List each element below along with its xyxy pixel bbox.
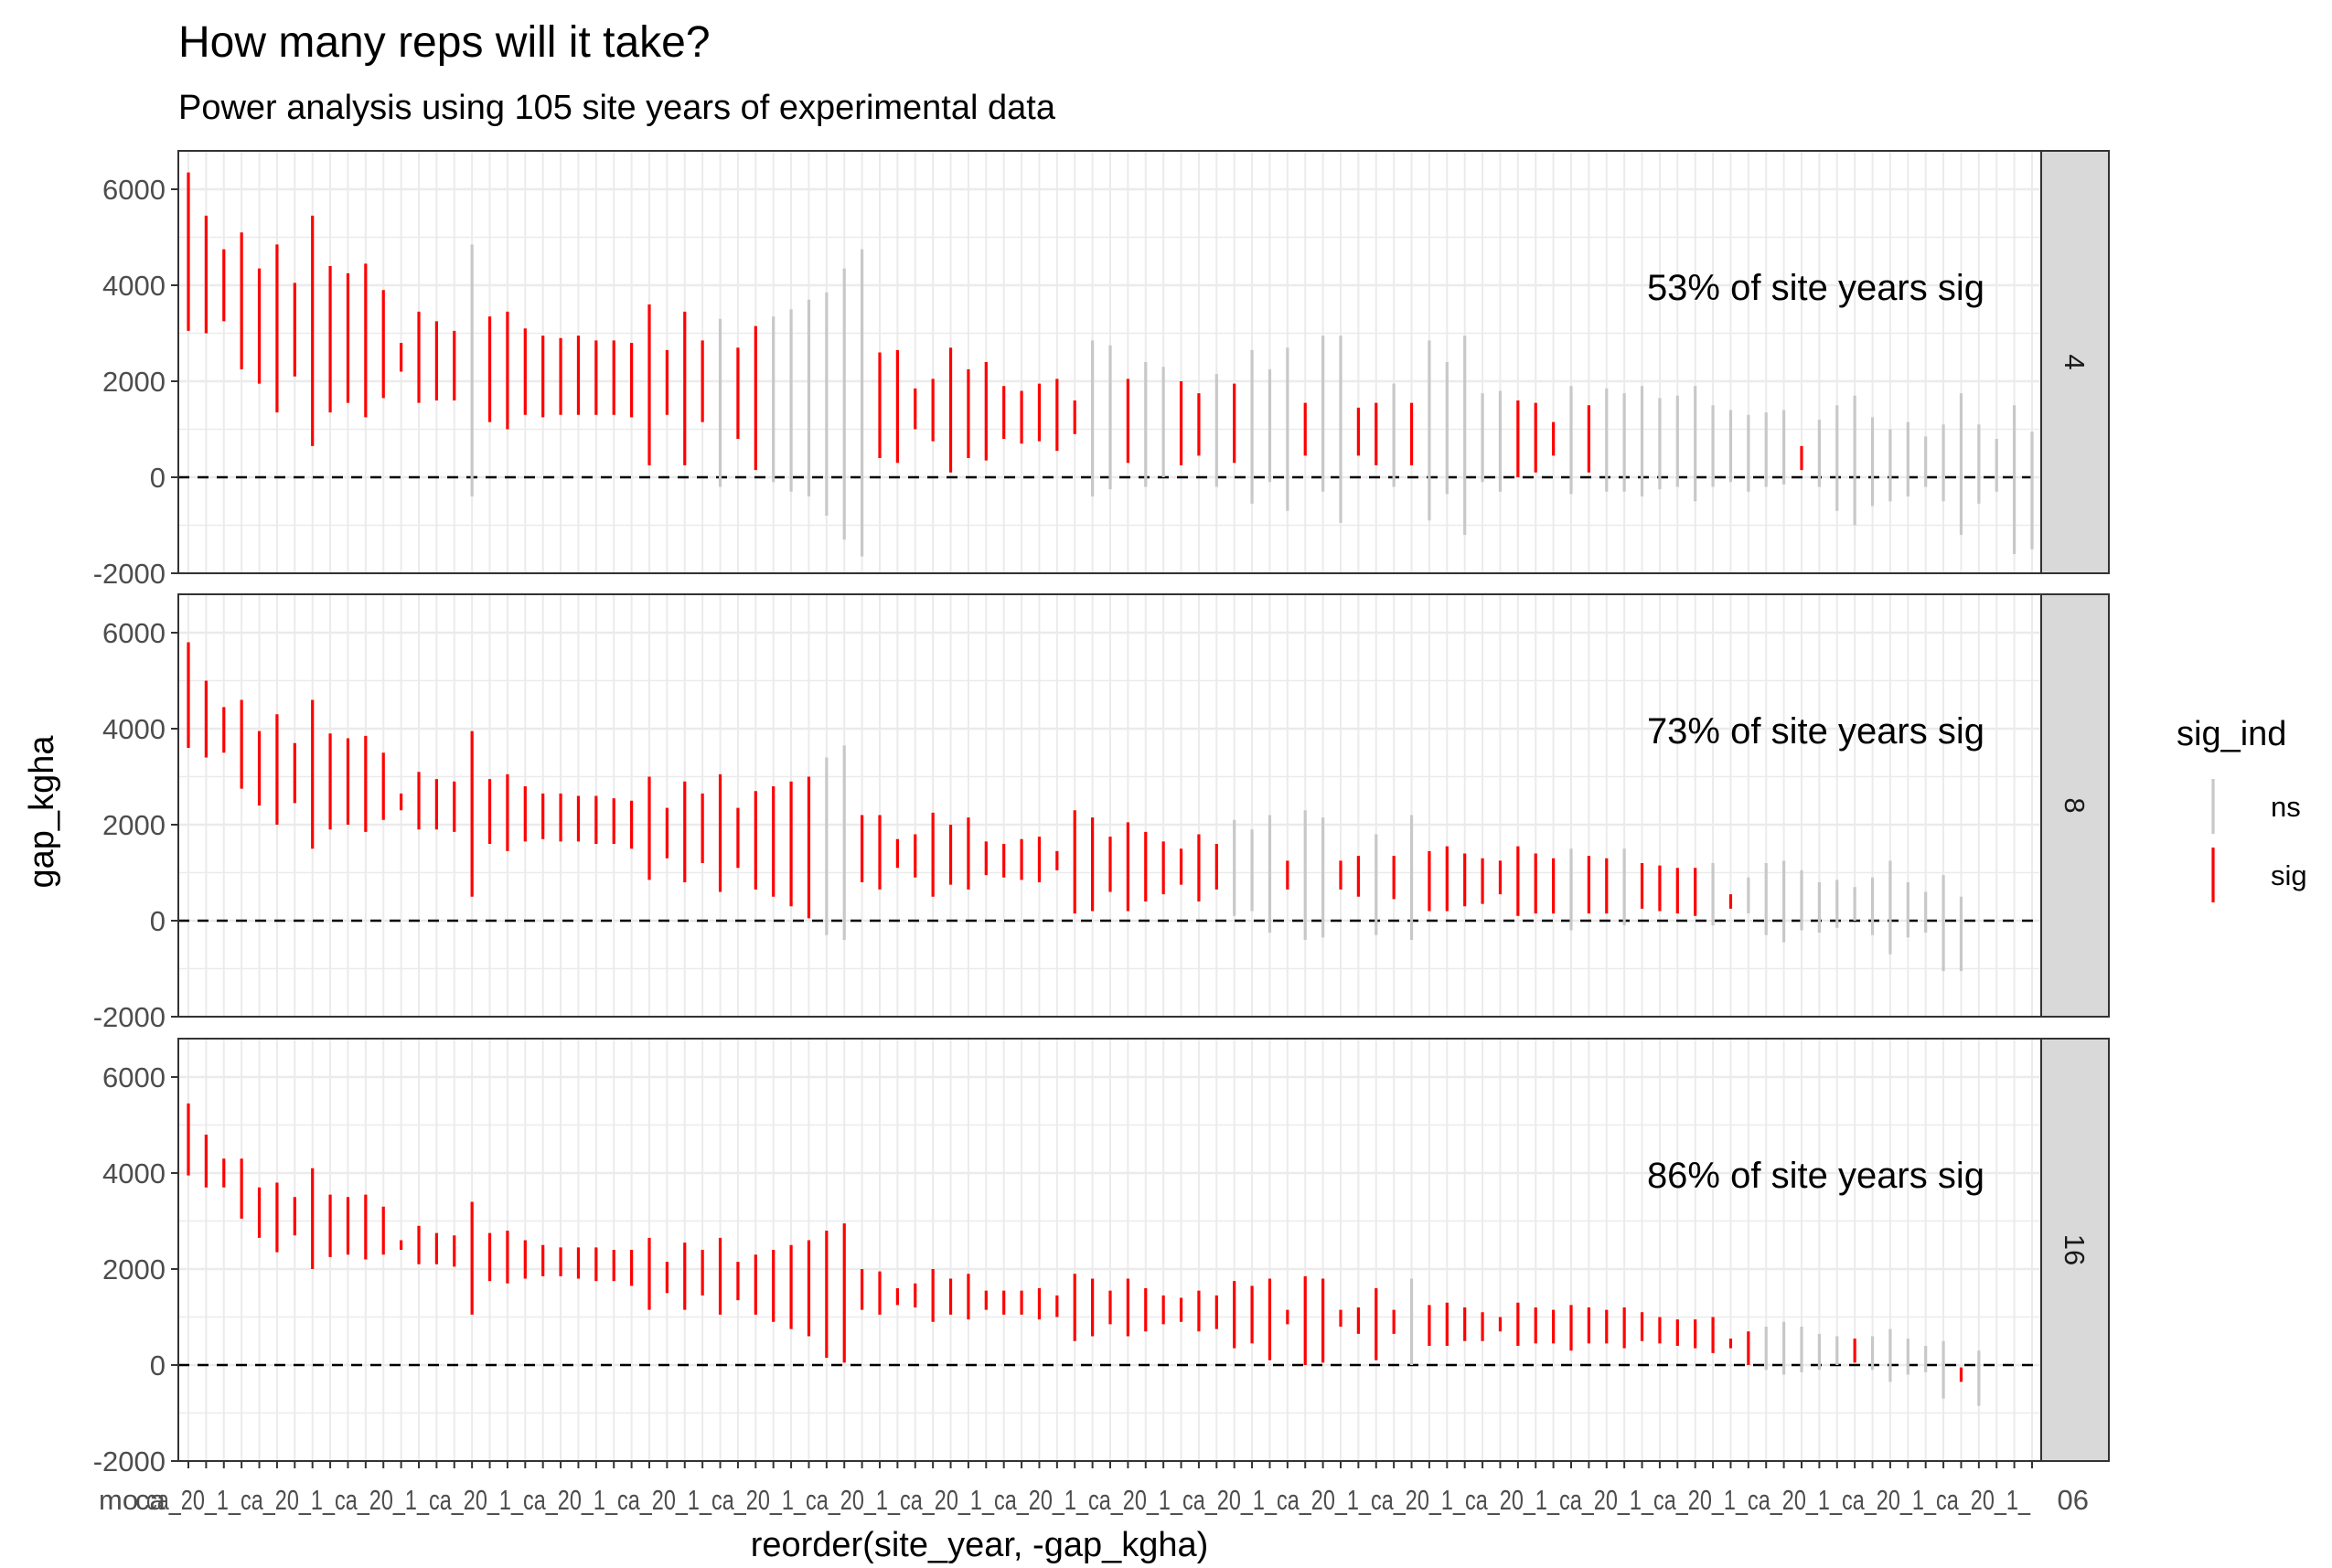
legend: sig_ind ns sig	[2177, 715, 2307, 902]
significance-annotation: 86% of site years sig	[1647, 1156, 1984, 1196]
y-tick-label: 0	[150, 905, 166, 937]
y-tick-label: -2000	[93, 1445, 166, 1477]
chart-subtitle: Power analysis using 105 site years of e…	[178, 89, 1056, 127]
significance-annotation: 73% of site years sig	[1647, 711, 1984, 752]
significance-annotation: 53% of site years sig	[1647, 268, 1984, 308]
facet-strip-label: 8	[2059, 797, 2091, 813]
facet-panel-4: 4 53% of site years sig 6000 4000 2000 0 -2000	[93, 150, 2110, 590]
facet-strip-label: 4	[2059, 354, 2091, 369]
y-axis-title: gap_kgha	[23, 735, 61, 889]
x-axis-title: reorder(site_year, -gap_kgha)	[751, 1526, 1209, 1564]
y-tick-label: 6000	[102, 174, 166, 206]
facet-panel-8: 8 73% of site years sig 6000 4000 2000 0 -2000	[93, 593, 2110, 1033]
facet-panel-16: 16 86% of site years sig 6000 4000 2000 0 -200…	[93, 1038, 2110, 1477]
legend-label-ns: ns	[2271, 791, 2301, 823]
x-tick-label-last: 06	[2058, 1484, 2089, 1516]
x-tick-labels-overlapped: ca_20_1_ca_20_1_ca_20_1_ca_20_1_ca_20_1_…	[146, 1484, 2031, 1516]
x-axis-ticks: ca_20_1_ca_20_1_ca_20_1_ca_20_1_ca_20_1_…	[99, 1461, 2089, 1516]
y-tick-label: 2000	[102, 1253, 166, 1285]
x-tick-label-first: mo	[99, 1484, 138, 1516]
y-tick-label: 0	[150, 1349, 166, 1381]
facet-strip-label: 16	[2059, 1234, 2091, 1265]
y-tick-label: -2000	[93, 558, 166, 590]
x-tick-label-second: ca	[135, 1484, 166, 1516]
legend-items: ns sig	[2211, 779, 2307, 902]
y-tick-label: 4000	[102, 1157, 166, 1189]
y-tick-label: 6000	[102, 617, 166, 649]
y-tick-label: 2000	[102, 366, 166, 398]
facet-panels: 4 53% of site years sig 6000 4000 2000 0 -2000…	[93, 150, 2110, 1477]
legend-title: sig_ind	[2177, 715, 2286, 753]
legend-label-sig: sig	[2271, 859, 2307, 891]
y-tick-label: 2000	[102, 809, 166, 841]
y-tick-label: -2000	[93, 1001, 166, 1033]
y-tick-label: 4000	[102, 270, 166, 302]
chart-title: How many reps will it take?	[178, 18, 711, 67]
facet-strip	[2040, 1038, 2110, 1462]
y-tick-label: 4000	[102, 713, 166, 745]
y-tick-label: 0	[150, 462, 166, 494]
facet-strip	[2040, 150, 2110, 574]
facet-strip	[2040, 593, 2110, 1018]
y-tick-label: 6000	[102, 1061, 166, 1093]
